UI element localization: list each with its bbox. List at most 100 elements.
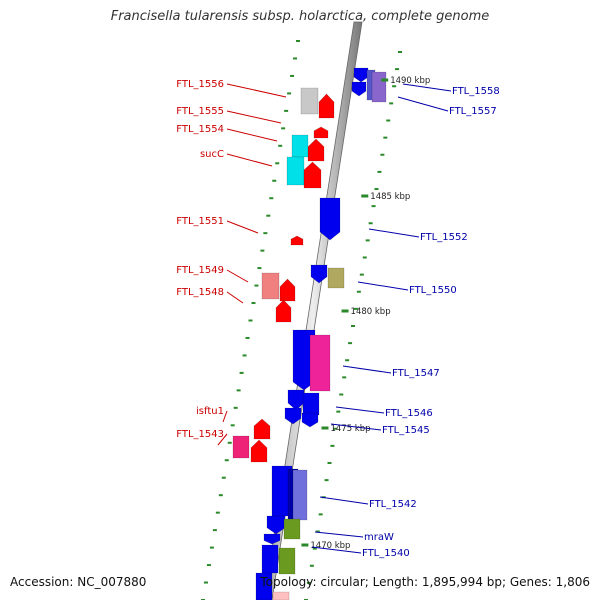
tick-dot (275, 162, 280, 165)
gene-ftl-1547 (309, 334, 331, 392)
tick-label: 1475 kbp (330, 424, 370, 434)
gene-label: FTL_1548 (176, 287, 224, 298)
tick-dot (221, 476, 226, 479)
gene-label: FTL_1555 (176, 106, 224, 117)
gene-mraw-a (266, 515, 286, 535)
gene-label: FTL_1557 (449, 106, 497, 117)
tick-mark (381, 78, 389, 82)
tick-dot (206, 564, 211, 567)
gene-ftl-1554 (307, 138, 325, 162)
tick-label: 1480 kbp (351, 307, 391, 317)
gene-ftl-1555 (313, 126, 329, 139)
gene-label: FTL_1549 (176, 265, 224, 276)
gene-ftl-1546a (287, 389, 305, 411)
tick-dot (266, 214, 271, 217)
label-leader-line (314, 531, 364, 538)
gene-ftl-1556b (318, 93, 335, 119)
gene-label: FTL_1550 (409, 285, 457, 296)
gene-ftl-1547a (292, 329, 316, 391)
gene-label: FTL_1545 (382, 425, 430, 436)
gene-ftl-1543 (232, 435, 250, 459)
map-title: Francisella tularensis subsp. holarctica… (110, 9, 490, 24)
label-leader-line (226, 153, 273, 167)
gene-ftl-1556 (300, 87, 319, 115)
tick-dot (345, 359, 350, 362)
label-leader-line (311, 546, 362, 554)
gene-label: isftu1 (196, 406, 224, 417)
gene-ftl-1557 (371, 71, 387, 103)
gene-ftl-1549 (261, 272, 280, 300)
gene-succ (286, 156, 305, 186)
tick-label: 1470 kbp (310, 541, 350, 551)
gene-ftl-1551 (290, 235, 304, 246)
tick-dot (212, 529, 217, 532)
tick-dot (380, 153, 385, 156)
label-leader-line (368, 228, 420, 238)
tick-dot (362, 256, 367, 259)
gene-isftu1 (253, 418, 271, 440)
gene-labels: FTL_1556 FTL_1555 FTL_1554 sucC FTL_1551 FTL_… (176, 79, 499, 559)
tick-dot (224, 459, 229, 462)
gene-ftl-1545 (301, 412, 319, 428)
tick-dot (239, 371, 244, 374)
gene-label: FTL_1554 (176, 124, 224, 135)
label-leader-line (397, 96, 449, 112)
tick-dot (269, 197, 274, 200)
tick-label: 1490 kbp (390, 76, 430, 86)
gene-ftl-1540 (261, 544, 279, 574)
gene-label: FTL_1556 (176, 79, 224, 90)
gene-ftl-1550 (327, 267, 345, 289)
tick-dot (272, 179, 277, 182)
label-leader-line (217, 433, 228, 446)
tick-dot (296, 40, 300, 42)
gene-mraw (283, 518, 301, 540)
gene-ftl-1540a (263, 533, 281, 545)
tick-dot (359, 273, 364, 276)
tick-dot (218, 494, 223, 497)
tick-dot (306, 581, 311, 584)
gene-ftl-1550a (310, 264, 328, 284)
tick-dot (233, 406, 238, 409)
gene-label: sucC (200, 149, 224, 160)
accession-text: Accession: NC_007880 (10, 575, 147, 589)
tick-dot (215, 511, 220, 514)
tick-dot (330, 444, 335, 447)
label-leader-line (342, 365, 392, 374)
tick-dot (236, 389, 241, 392)
tick-dot (348, 342, 353, 345)
gene-ftl-1542 (292, 469, 308, 521)
tick-dot (290, 74, 295, 77)
tick-dot (374, 188, 379, 190)
tick-dot (318, 513, 323, 516)
tick-mark (341, 309, 349, 313)
tick-dot (278, 144, 283, 147)
tick-dot (287, 92, 292, 95)
gene-ftl-1539b (272, 591, 290, 600)
gene-features (232, 67, 387, 600)
topology-text: Topology: circular; Length: 1,895,994 bp… (260, 575, 590, 589)
tick-dot (398, 51, 402, 53)
tick-dot (251, 302, 256, 305)
tick-dot (209, 546, 214, 549)
gene-succ-b (303, 161, 322, 189)
tick-dot (324, 479, 329, 482)
tick-dot (315, 530, 320, 533)
tick-dot (339, 393, 344, 396)
gene-label: mraW (364, 532, 394, 543)
tick-dot (327, 462, 332, 464)
tick-dot (242, 354, 247, 357)
gene-ftl-1558b (351, 81, 367, 97)
gene-label: FTL_1551 (176, 216, 224, 227)
gene-ftl-1539 (255, 572, 273, 600)
tick-dot (293, 57, 298, 60)
tick-mark (301, 543, 309, 547)
gene-ftl-1546 (302, 392, 320, 416)
tick-dot (284, 109, 289, 112)
tick-dot (392, 85, 397, 88)
label-leader-line (330, 423, 382, 431)
gene-label: FTL_1540 (362, 548, 410, 559)
gene-label: FTL_1546 (385, 408, 433, 419)
tick-dot (342, 376, 347, 379)
